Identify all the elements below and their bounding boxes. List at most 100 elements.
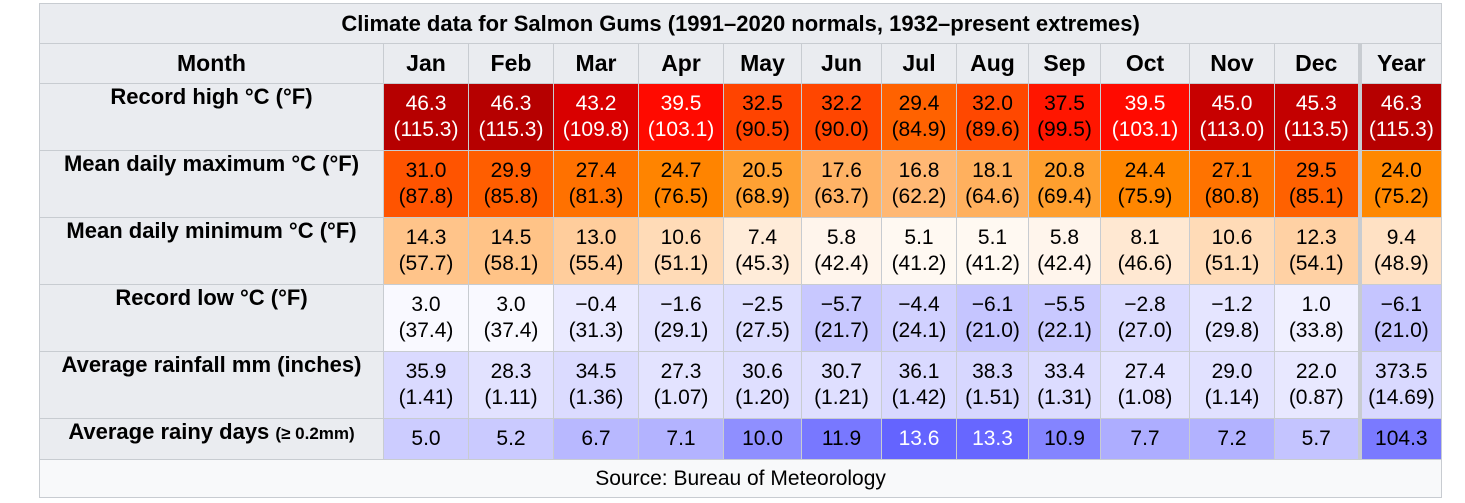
value-secondary: (37.4) [483, 319, 539, 342]
table-row: Average rainfall mm (inches) 35.9 (1.41) 28… [39, 351, 1443, 419]
value-primary: 38.3 [972, 360, 1013, 383]
value-primary: 3.0 [411, 293, 441, 316]
value-secondary: (29.1) [653, 319, 709, 342]
value-secondary: (62.2) [891, 185, 947, 208]
value-primary: 18.1 [972, 159, 1013, 182]
value-secondary: (113.5) [1283, 118, 1349, 141]
value-secondary: (68.9) [735, 185, 790, 208]
value-secondary: (87.8) [398, 185, 454, 208]
table-row: Mean daily minimum °C (°F) 14.3 (57.7) 14.5… [39, 217, 1443, 285]
value-secondary: (1.20) [735, 386, 790, 409]
value-cell: 3.0 (37.4) [468, 284, 554, 352]
value-secondary: (57.7) [398, 252, 454, 275]
value-cell: 7.1 [638, 418, 724, 460]
value-primary: 29.4 [898, 92, 940, 115]
value-cell: 36.1 (1.42) [881, 351, 957, 419]
value-cell: 45.3 (113.5) [1274, 83, 1360, 151]
value-cell: 20.5 (68.9) [723, 150, 802, 218]
value-primary: 27.4 [575, 159, 617, 182]
value-secondary: (64.6) [965, 185, 1020, 208]
value-secondary: (1.41) [398, 386, 454, 409]
value-secondary: (1.36) [568, 386, 624, 409]
value-primary: 13.6 [898, 427, 940, 450]
value-cell: 8.1 (46.6) [1100, 217, 1190, 285]
value-primary: 5.1 [977, 226, 1008, 249]
value-primary: 17.6 [821, 159, 862, 182]
value-primary: 7.4 [747, 226, 778, 249]
value-cell: 5.7 [1274, 418, 1360, 460]
value-cell: 7.7 [1100, 418, 1190, 460]
value-secondary: (115.3) [478, 118, 544, 141]
source-note: Source: Bureau of Meteorology [38, 459, 1443, 498]
value-primary: 7.2 [1217, 427, 1247, 450]
value-cell: 27.1 (80.8) [1189, 150, 1275, 218]
year-value-cell: −6.1 (21.0) [1357, 284, 1443, 352]
value-cell: 20.8 (69.4) [1028, 150, 1101, 218]
value-cell: −0.4 (31.3) [553, 284, 639, 352]
value-cell: 29.9 (85.8) [468, 150, 554, 218]
value-primary: −4.4 [898, 293, 940, 316]
value-primary: −6.1 [971, 293, 1014, 316]
value-primary: 5.8 [1049, 226, 1080, 249]
year-value-cell: 24.0 (75.2) [1357, 150, 1443, 218]
value-cell: 29.5 (85.1) [1274, 150, 1360, 218]
value-cell: 27.4 (81.3) [553, 150, 639, 218]
value-secondary: (48.9) [1373, 252, 1429, 275]
value-cell: 32.2 (90.0) [801, 83, 882, 151]
value-cell: 10.6 (51.1) [1189, 217, 1275, 285]
value-primary: 20.5 [742, 159, 783, 182]
row-label-note: (≥ 0.2mm) [275, 424, 355, 443]
value-secondary: (85.8) [483, 185, 539, 208]
value-cell: 5.1 (41.2) [881, 217, 957, 285]
value-secondary: (80.8) [1204, 185, 1260, 208]
value-cell: 46.3 (115.3) [383, 83, 469, 151]
value-primary: 27.3 [660, 360, 702, 383]
value-primary: 32.0 [972, 92, 1013, 115]
month-header-feb: Feb [468, 43, 554, 84]
value-cell: −1.2 (29.8) [1189, 284, 1275, 352]
table-row: Record low °C (°F) 3.0 (37.4) 3.0 (37.4) −0.4… [39, 284, 1443, 352]
table-row: Average rainy days (≥ 0.2mm) 5.0 5.2 6.7 7.1… [39, 418, 1443, 460]
row-label-text: Mean daily maximum °C (°F) [63, 151, 360, 177]
value-cell: 24.7 (76.5) [638, 150, 724, 218]
value-secondary: (90.0) [814, 118, 869, 141]
value-primary: 1.0 [1301, 293, 1331, 316]
month-header-sep: Sep [1028, 43, 1101, 84]
value-primary: 24.7 [660, 159, 702, 182]
value-primary: 5.1 [904, 226, 934, 249]
value-secondary: (89.6) [965, 118, 1020, 141]
value-cell: 34.5 (1.36) [553, 351, 639, 419]
value-secondary: (1.08) [1117, 386, 1173, 409]
value-primary: 32.2 [821, 92, 862, 115]
value-cell: 24.4 (75.9) [1100, 150, 1190, 218]
value-secondary: (42.4) [814, 252, 869, 275]
value-cell: 1.0 (33.8) [1274, 284, 1360, 352]
value-secondary: (1.51) [965, 386, 1020, 409]
row-label-text: Record high °C (°F) [110, 84, 313, 110]
value-cell: 46.3 (115.3) [468, 83, 554, 151]
value-primary: 9.4 [1386, 226, 1416, 249]
row-label-text: Average rainy days [68, 419, 270, 445]
value-cell: 10.6 (51.1) [638, 217, 724, 285]
value-secondary: (27.0) [1117, 319, 1173, 342]
value-primary: 30.6 [742, 360, 783, 383]
value-secondary: (1.07) [653, 386, 709, 409]
value-cell: 12.3 (54.1) [1274, 217, 1360, 285]
value-cell: 5.2 [468, 418, 554, 460]
value-primary: 8.1 [1130, 226, 1160, 249]
value-secondary: (1.42) [891, 386, 947, 409]
value-cell: 14.5 (58.1) [468, 217, 554, 285]
month-header-jun: Jun [801, 43, 882, 84]
value-primary: −2.8 [1124, 293, 1166, 316]
value-cell: 5.0 [383, 418, 469, 460]
value-primary: 13.0 [575, 226, 617, 249]
value-primary: 37.5 [1044, 92, 1085, 115]
value-secondary: (45.3) [735, 252, 790, 275]
value-primary: 30.7 [821, 360, 862, 383]
value-primary: 13.3 [972, 427, 1013, 450]
value-cell: 43.2 (109.8) [553, 83, 639, 151]
value-cell: 13.6 [881, 418, 957, 460]
row-label: Average rainy days (≥ 0.2mm) [39, 418, 384, 460]
value-cell: 10.9 [1028, 418, 1101, 460]
value-cell: 5.8 (42.4) [1028, 217, 1101, 285]
